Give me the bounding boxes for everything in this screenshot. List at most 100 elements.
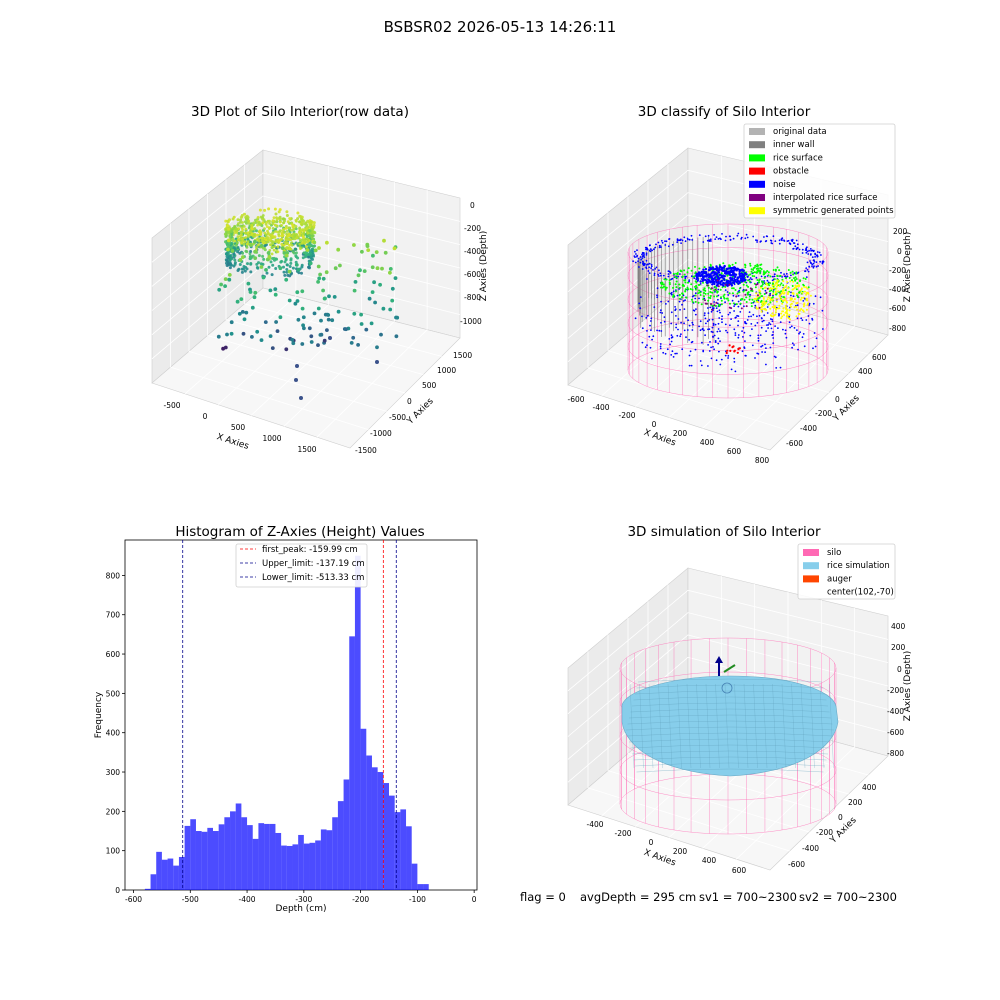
raw-point [287, 269, 292, 274]
classified-point [784, 332, 787, 335]
classified-point [675, 286, 678, 289]
classified-point [814, 252, 816, 255]
classified-point [665, 240, 668, 243]
classified-point [801, 291, 804, 294]
classified-point [726, 331, 729, 334]
raw-point [287, 226, 291, 230]
raw-point [249, 255, 253, 259]
classified-point [791, 297, 794, 300]
histogram-bar [213, 831, 219, 890]
raw-point [241, 255, 245, 259]
classified-point [818, 251, 821, 254]
classified-point [644, 346, 647, 349]
classified-point [707, 365, 709, 367]
classified-point [746, 319, 749, 321]
raw-point [223, 345, 228, 350]
classified-point [805, 293, 808, 296]
classified-point [780, 312, 783, 315]
raw-point [241, 221, 244, 224]
histogram-plot-area [124, 539, 478, 891]
raw-point [282, 265, 285, 269]
classified-point [799, 309, 801, 312]
simulation-x-ticks: -400 -200 0 200 400 600 [586, 820, 746, 875]
classified-point [720, 296, 722, 299]
classified-point [652, 335, 655, 338]
classified-point [705, 302, 708, 305]
histogram-bar [275, 832, 282, 890]
classified-point [711, 308, 713, 311]
classified-point [674, 308, 677, 310]
classified-point [737, 305, 740, 308]
raw-point [250, 305, 255, 310]
raw-point [234, 243, 238, 247]
classified-point [651, 249, 653, 252]
classified-point [708, 239, 711, 242]
raw-point [238, 263, 242, 266]
raw-point [253, 239, 257, 244]
raw-point [223, 277, 228, 281]
classified-point [801, 252, 804, 254]
classified-point [740, 272, 743, 275]
raw-point [394, 334, 399, 339]
raw-point [244, 217, 248, 221]
classified-point [796, 329, 798, 331]
classified-point [720, 358, 723, 361]
mesh-line [705, 683, 711, 769]
classified-point [734, 262, 737, 264]
classified-point [772, 342, 775, 344]
classified-point [699, 280, 702, 283]
histogram-bar [394, 812, 401, 890]
classified-point [676, 239, 679, 242]
classified-point [703, 312, 706, 314]
classified-point [774, 240, 777, 243]
raw-point [275, 329, 280, 333]
classified-point [802, 243, 804, 246]
raw-point [261, 214, 265, 217]
classified-point [724, 283, 727, 286]
classified-point [767, 296, 770, 299]
classified-point [769, 323, 772, 326]
classified-point [710, 357, 713, 360]
classified-point [645, 259, 648, 262]
classified-point [756, 352, 759, 355]
classified-point [807, 253, 810, 255]
classified-point [656, 294, 658, 297]
classified-point [803, 345, 806, 348]
classified-point [636, 255, 638, 258]
classified-point [795, 248, 798, 251]
raw-point [225, 252, 229, 256]
classified-point [707, 344, 709, 346]
classified-point [709, 291, 712, 294]
raw-point [232, 252, 236, 256]
raw-point [268, 226, 271, 230]
classified-point [747, 315, 750, 318]
raw-point [289, 261, 293, 265]
classified-point [734, 334, 737, 336]
raw-point [353, 280, 358, 284]
classified-point [796, 294, 799, 297]
classified-point [766, 312, 769, 314]
classified-point [776, 274, 779, 277]
classified-point [715, 307, 718, 309]
classified-point [710, 303, 712, 305]
y-tick-label: 400 [106, 729, 121, 738]
classified-point [780, 271, 782, 274]
classified-point [760, 345, 762, 348]
classified-point [720, 299, 723, 302]
raw-point [365, 244, 370, 249]
classify-z-ticks: 200 0 -200 -400 -600 -800 [889, 227, 908, 333]
status-footer: flag = 0 avgDepth = 295 cm sv1 = 700~230… [520, 890, 897, 904]
raw-point [238, 258, 243, 262]
raw-point [266, 240, 270, 244]
classified-point [758, 281, 760, 284]
classified-point [706, 239, 709, 242]
classified-point [715, 265, 718, 268]
classified-point [765, 363, 767, 366]
raw-point [268, 233, 272, 237]
classified-point [751, 278, 753, 281]
raw-point [298, 234, 302, 238]
raw-point [257, 221, 261, 225]
classified-point [685, 316, 687, 319]
raw-point [296, 317, 301, 322]
classified-point [637, 260, 639, 263]
